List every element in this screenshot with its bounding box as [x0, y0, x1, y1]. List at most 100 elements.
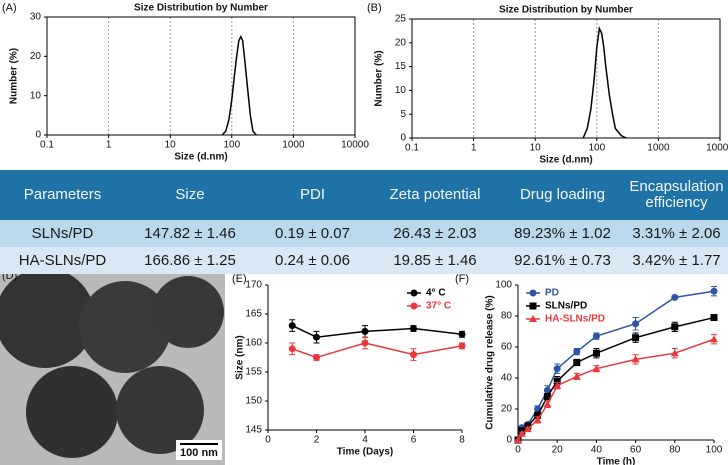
panel-label: (A) — [2, 2, 17, 14]
plot-frame — [411, 18, 721, 139]
x-tick-label: 1000 — [282, 140, 305, 151]
y-tick-label: 15 — [395, 61, 407, 72]
table-cell: 92.61% ± 0.73 — [500, 247, 625, 274]
x-tick-label: 100 — [223, 140, 240, 151]
header-cell: PDI — [255, 170, 370, 220]
y-tick-label: 40 — [501, 373, 513, 384]
marker — [670, 349, 679, 357]
marker — [710, 335, 718, 343]
y-tick-label: 0 — [35, 130, 41, 141]
x-tick-label: 8 — [459, 435, 465, 446]
x-tick-label: 2 — [314, 435, 320, 446]
x-tick-label: 10 — [530, 143, 542, 154]
header-cell: Size — [125, 170, 255, 220]
tem-image: 100 nm — [0, 268, 225, 465]
x-tick-label: 40 — [591, 445, 603, 456]
marker — [534, 411, 542, 419]
x-tick-label: 1 — [106, 140, 112, 151]
legend-label: 4° C — [426, 288, 446, 299]
marker — [553, 381, 562, 389]
table-cell: SLNs/PD — [0, 220, 125, 247]
y-tick-label: 170 — [245, 280, 262, 291]
marker — [361, 339, 369, 347]
y-tick-label: 20 — [30, 51, 42, 62]
y-tick-label: 25 — [395, 14, 407, 25]
marker — [458, 342, 466, 350]
y-tick-label: 155 — [245, 367, 262, 378]
x-tick-label: 60 — [630, 445, 642, 456]
marker — [572, 372, 581, 380]
table-row: SLNs/PD 147.82 ± 1.46 0.19 ± 0.07 26.43 ± 2… — [0, 220, 728, 247]
table-cell: 0.19 ± 0.07 — [255, 220, 370, 247]
marker — [410, 302, 418, 310]
table-cell: 0.24 ± 0.06 — [255, 247, 370, 274]
x-tick-label: 0 — [515, 445, 521, 456]
x-axis-label: Size (d.nm) — [174, 152, 227, 163]
marker — [410, 289, 418, 297]
marker — [553, 377, 561, 385]
marker — [533, 415, 542, 423]
marker — [632, 334, 640, 342]
y-axis-label: Number (%) — [9, 48, 20, 104]
marker — [671, 323, 679, 331]
panel-label: (E) — [232, 273, 247, 285]
panel-label: (F) — [455, 273, 469, 285]
marker — [458, 330, 466, 338]
chart-title: Size Distribution by Number — [134, 3, 268, 14]
x-axis-label: Time (Days) — [337, 447, 394, 458]
y-tick-label: 160 — [245, 338, 262, 349]
x-axis-label: Size (d.nm) — [539, 155, 592, 166]
x-tick-label: 0 — [265, 435, 271, 446]
x-tick-label: 0.1 — [40, 140, 54, 151]
x-tick-label: 80 — [669, 445, 681, 456]
plot-frame — [46, 16, 356, 136]
scale-label: 100 nm — [180, 447, 218, 459]
marker — [517, 429, 526, 437]
table-cell: 26.43 ± 2.03 — [370, 220, 500, 247]
marker — [632, 320, 640, 328]
marker — [288, 345, 296, 353]
series-line — [517, 316, 715, 441]
header-cell: Parameters — [0, 170, 125, 220]
table-row: HA-SLNs/PD 166.86 ± 1.25 0.24 ± 0.06 19.85 … — [0, 247, 728, 274]
y-tick-label: 30 — [30, 12, 42, 23]
marker — [361, 327, 369, 335]
x-tick-label: 100 — [706, 445, 723, 456]
marker — [410, 351, 417, 359]
marker — [671, 293, 679, 301]
y-tick-label: 80 — [501, 311, 513, 322]
y-tick-label: 10 — [395, 85, 407, 96]
x-tick-label: 0.1 — [405, 143, 419, 154]
header-cell: Encapsulation efficiency — [625, 170, 728, 220]
marker — [529, 289, 537, 297]
y-tick-label: 10 — [30, 90, 42, 101]
marker — [592, 349, 600, 357]
chart-title: Size Distribution by Number — [499, 5, 633, 16]
y-tick-label: 60 — [501, 342, 513, 353]
x-tick-label: 4 — [362, 435, 368, 446]
y-axis-label: Number (%) — [374, 50, 385, 106]
marker — [573, 359, 581, 366]
header-cell: Zeta potential — [370, 170, 500, 220]
legend-label: 37° C — [426, 301, 451, 312]
y-tick-label: 165 — [245, 309, 262, 320]
marker — [573, 348, 581, 356]
series-line — [221, 34, 257, 136]
x-tick-label: 10000 — [341, 140, 369, 151]
header-cell: Drug loading — [500, 170, 625, 220]
panel-label: (B) — [367, 2, 382, 14]
marker — [543, 400, 552, 408]
marker — [523, 425, 532, 433]
y-tick-label: 150 — [245, 396, 262, 407]
marker — [313, 333, 320, 341]
x-axis-label: Time (h) — [597, 457, 636, 465]
legend-label: SLNs/PD — [545, 301, 587, 312]
marker — [543, 386, 551, 394]
marker — [313, 354, 320, 361]
x-tick-label: 10000 — [706, 143, 728, 154]
y-tick-label: 0 — [506, 435, 512, 446]
y-axis-label: Size (nm) — [235, 335, 246, 379]
y-tick-label: 0 — [400, 133, 406, 144]
